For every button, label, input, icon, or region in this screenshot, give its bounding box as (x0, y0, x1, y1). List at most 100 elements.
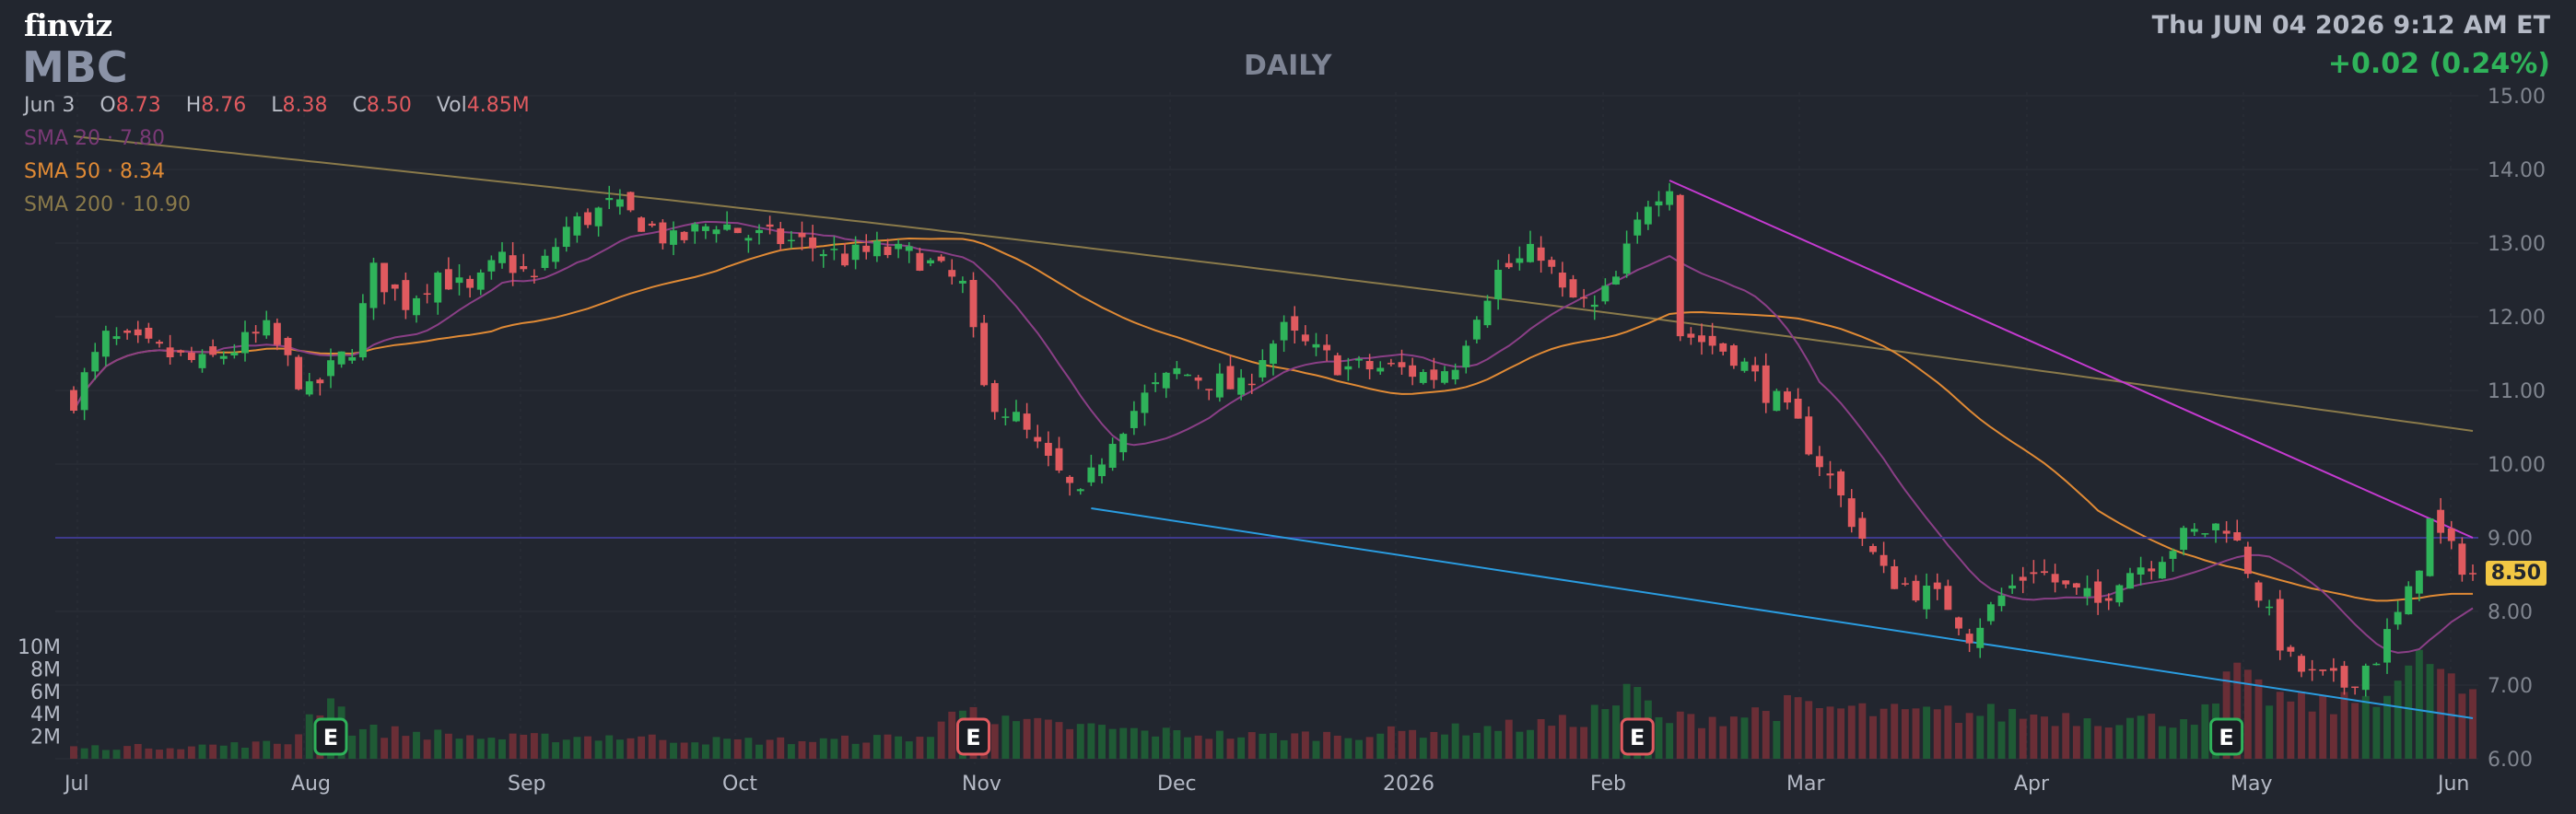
candle-body (1548, 260, 1556, 267)
price-tick: 8.00 (2488, 601, 2533, 624)
candle-body (2104, 598, 2113, 601)
volume-bar (1013, 721, 1020, 759)
price-tick: 7.00 (2488, 675, 2533, 698)
volume-bar (2072, 726, 2080, 759)
candle-body (198, 354, 206, 368)
volume-bar (1944, 705, 1952, 759)
volume-bar (1323, 731, 1331, 759)
candle-body (2115, 585, 2124, 603)
volume-bar (2148, 714, 2156, 759)
candle-body (638, 217, 646, 232)
volume-bar (1590, 704, 1598, 759)
high-label: H (185, 94, 202, 117)
candle-body (1205, 389, 1213, 390)
volume-bar (884, 734, 892, 759)
candle-body (134, 329, 142, 336)
volume-bar (2254, 679, 2263, 759)
candle-body (241, 331, 249, 354)
volume-bar (1312, 740, 1320, 759)
candle-body (263, 320, 271, 336)
candle-body (1805, 416, 1813, 455)
volume-bar (937, 721, 945, 759)
volume-bar (134, 743, 142, 759)
volume-bar (198, 744, 206, 759)
candle-body (145, 327, 153, 339)
candle-body (1784, 391, 1791, 403)
volume-bar (91, 745, 100, 759)
volume-bars (70, 649, 2476, 759)
candle-body (1815, 456, 1823, 468)
volume-bar (862, 742, 871, 759)
candle-body (1590, 304, 1598, 308)
volume-bar (369, 724, 378, 759)
candle-body (819, 253, 827, 257)
sma200-line (73, 135, 2474, 432)
volume-bar (1784, 694, 1791, 759)
volume-bar (787, 744, 795, 759)
candle-body (670, 230, 677, 245)
volume-bar (358, 728, 367, 759)
candle-body (1858, 517, 1867, 540)
candle-body (1333, 355, 1341, 376)
volume-bar (1270, 733, 1277, 759)
candle-body (872, 240, 881, 257)
earnings-badge (1620, 717, 1655, 756)
candle-body (2126, 573, 2134, 589)
candle-body (1655, 201, 1663, 206)
candle-body (2308, 669, 2316, 671)
volume-bar (733, 738, 742, 759)
price-tick: 10.00 (2488, 454, 2546, 477)
volume-bar (2233, 662, 2242, 759)
candle-body (1676, 194, 1684, 337)
volume-bar (2083, 718, 2091, 759)
candle-body (2030, 572, 2038, 575)
candle-body (2340, 666, 2348, 688)
candle-body (1794, 398, 1802, 419)
volume-bar (284, 744, 292, 759)
candle-body (1687, 333, 1695, 338)
volume-bar (1837, 708, 1845, 759)
candle-body (1633, 219, 1642, 236)
volume-bar (145, 748, 153, 759)
candle-body (787, 239, 795, 242)
trendline-upper (1669, 180, 2474, 539)
volume-bar (455, 738, 463, 759)
volume-bar (2041, 716, 2048, 759)
volume-bar (1698, 727, 1705, 759)
candle-body (798, 232, 806, 238)
candle-body (1537, 247, 1545, 262)
date-axis: Jul Aug Sep Oct Nov Dec 2026 Feb Mar Apr May Jun (63, 773, 2469, 796)
candle-body (2180, 528, 2188, 551)
candle-body (1719, 343, 1727, 352)
candle-body (1965, 634, 1973, 644)
volume-bar (263, 740, 271, 759)
volume-tick: 10M (18, 636, 61, 659)
low-value: 8.38 (282, 94, 328, 117)
volume-tick: 4M (30, 704, 61, 727)
volume-bar (2447, 673, 2455, 759)
candle-body (316, 379, 324, 384)
candle-body (1301, 334, 1309, 342)
volume-bar (2030, 715, 2038, 759)
volume-bar (1558, 715, 1566, 759)
last-price-tag: 8.50 (2485, 561, 2547, 586)
candle-body (2372, 663, 2381, 666)
volume-bar (1869, 715, 1877, 759)
candle-body (1997, 595, 2006, 607)
volume-bar (1666, 723, 1674, 759)
candle-body (413, 297, 420, 316)
volume-bar (1751, 707, 1760, 759)
candle-body (1108, 444, 1117, 468)
candle-body (691, 224, 699, 232)
finviz-logo[interactable]: finviz (24, 7, 112, 43)
candle-body (1708, 335, 1716, 346)
candle-body (1344, 366, 1352, 370)
candle-body (498, 251, 506, 263)
candle-body (476, 272, 485, 290)
candle-body (509, 255, 517, 273)
candle-body (91, 352, 100, 372)
volume-bar (252, 741, 260, 759)
market-datetime: Thu JUN 04 2026 9:12 AM ET (2151, 11, 2550, 40)
volume-bar (2019, 718, 2027, 759)
